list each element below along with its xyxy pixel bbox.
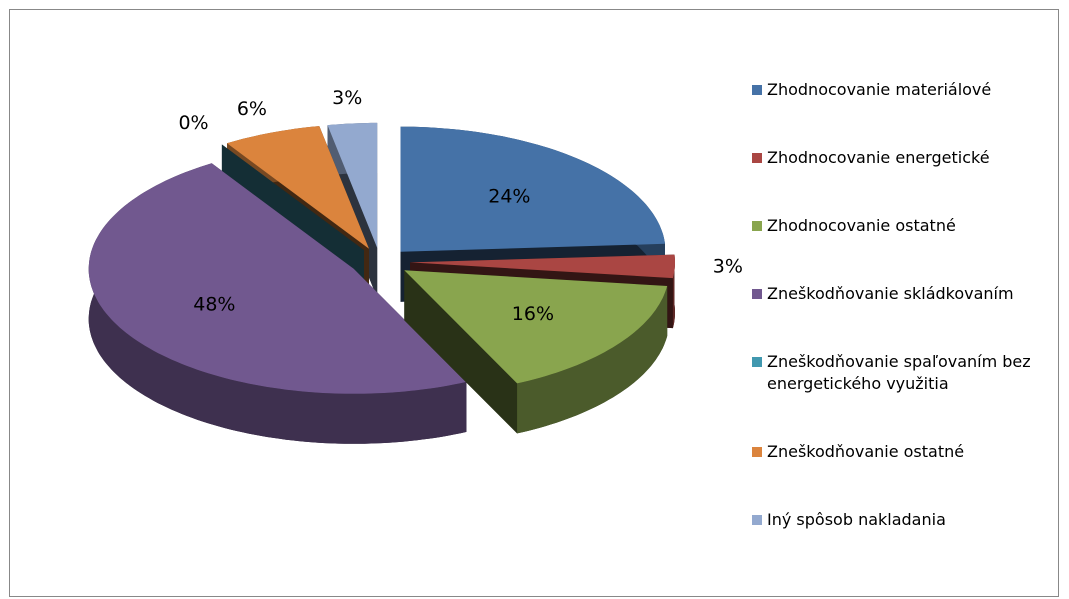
legend-item: Zhodnocovanie energetické — [752, 147, 1052, 169]
legend-item: Zneškodňovanie spaľovaním bez energetick… — [752, 351, 1052, 395]
legend-label: Zneškodňovanie skládkovaním — [767, 284, 1014, 303]
legend-swatch — [752, 447, 762, 457]
slice-side — [672, 254, 675, 329]
slice-side — [88, 163, 467, 444]
slice-top — [400, 126, 665, 252]
slice-side — [517, 286, 668, 434]
slice-top — [88, 163, 467, 394]
data-label: 3% — [713, 256, 743, 278]
legend-item: Zhodnocovanie ostatné — [752, 215, 1052, 237]
legend: Zhodnocovanie materiálové Zhodnocovanie e… — [752, 79, 1052, 577]
data-label: 0% — [178, 112, 208, 134]
legend-swatch — [752, 357, 762, 367]
legend-label: Zneškodňovanie spaľovaním bez energetick… — [767, 352, 1031, 393]
slice — [404, 270, 668, 434]
slice-top — [227, 126, 369, 249]
legend-label: Zhodnocovanie energetické — [767, 148, 990, 167]
slice — [88, 163, 467, 444]
data-label: 48% — [193, 293, 235, 315]
legend-swatch — [752, 221, 762, 231]
slice-top — [404, 270, 668, 384]
legend-label: Zhodnocovanie materiálové — [767, 80, 992, 99]
data-label: 16% — [512, 303, 554, 325]
legend-swatch — [752, 85, 762, 95]
legend-label: Zhodnocovanie ostatné — [767, 216, 956, 235]
legend-item: Zneškodňovanie ostatné — [752, 441, 1052, 463]
slice-wall — [404, 270, 518, 434]
legend-item: Zhodnocovanie materiálové — [752, 79, 1052, 101]
data-label: 6% — [237, 98, 267, 120]
legend-label: Iný spôsob nakladania — [767, 510, 946, 529]
legend-item: Iný spôsob nakladania — [752, 509, 1052, 531]
slice-top — [410, 254, 675, 279]
legend-swatch — [752, 515, 762, 525]
data-label: 24% — [488, 186, 530, 208]
legend-item: Zneškodňovanie skládkovaním — [752, 283, 1052, 305]
chart-frame — [9, 9, 1059, 597]
data-label: 3% — [332, 87, 362, 109]
legend-label: Zneškodňovanie ostatné — [767, 442, 965, 461]
legend-swatch — [752, 153, 762, 163]
legend-swatch — [752, 289, 762, 299]
slice-top — [327, 122, 378, 248]
